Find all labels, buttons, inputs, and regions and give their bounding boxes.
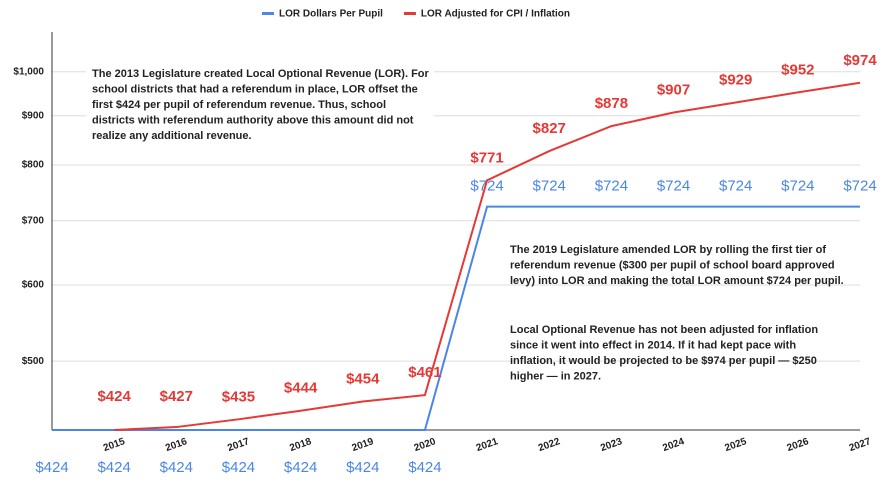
legend-swatch xyxy=(262,12,274,15)
annotation: higher — in 2027. xyxy=(510,370,601,382)
data-label: $771 xyxy=(470,149,503,166)
data-label: $461 xyxy=(408,364,441,381)
data-label: $724 xyxy=(719,178,752,195)
y-tick-label: $600 xyxy=(22,280,45,291)
y-tick-label: $900 xyxy=(22,110,45,121)
x-tick-label: 2021 xyxy=(475,436,500,454)
annotation: The 2019 Legislature amended LOR by roll… xyxy=(510,244,826,256)
legend-label: LOR Adjusted for CPI / Inflation xyxy=(421,9,570,20)
data-label: $424 xyxy=(97,388,131,405)
annotation: first $424 per pupil of referendum reven… xyxy=(92,99,386,111)
data-label: $827 xyxy=(533,120,566,137)
y-tick-label: $1,000 xyxy=(13,66,44,77)
annotation: inflation, it would be projected to be $… xyxy=(510,355,817,367)
x-tick-label: 2023 xyxy=(599,436,624,454)
x-tick-label: 2019 xyxy=(350,436,375,454)
annotation: since it went into effect in 2014. If it… xyxy=(510,339,796,351)
y-tick-label: $700 xyxy=(22,215,45,226)
x-tick-label: 2026 xyxy=(786,436,811,454)
data-label: $424 xyxy=(222,459,255,476)
annotation: levy) into LOR and making the total LOR … xyxy=(510,275,844,287)
data-label: $907 xyxy=(657,82,690,99)
y-tick-label: $500 xyxy=(22,356,45,367)
annotation: referendum revenue ($300 per pupil of sc… xyxy=(510,259,835,271)
legend-label: LOR Dollars Per Pupil xyxy=(279,9,383,20)
x-tick-label: 2024 xyxy=(661,436,686,454)
annotation: realize any additional revenue. xyxy=(92,130,252,142)
annotation: districts with referendum authority abov… xyxy=(92,114,414,126)
data-label: $724 xyxy=(781,178,814,195)
data-label: $724 xyxy=(657,178,690,195)
x-tick-label: 2022 xyxy=(537,436,562,454)
data-label: $435 xyxy=(222,388,255,405)
data-label: $878 xyxy=(595,95,628,112)
annotation-bg xyxy=(86,64,434,148)
data-label: $974 xyxy=(843,52,877,69)
data-label: $424 xyxy=(97,459,130,476)
x-tick-label: 2020 xyxy=(413,436,438,454)
data-label: $724 xyxy=(843,178,876,195)
data-label: $724 xyxy=(595,178,628,195)
series-line xyxy=(114,81,861,431)
data-label: $424 xyxy=(35,459,68,476)
series-line xyxy=(52,205,860,431)
data-label: $724 xyxy=(533,178,566,195)
data-label: $424 xyxy=(408,459,441,476)
data-label: $424 xyxy=(284,459,317,476)
data-label: $424 xyxy=(346,459,379,476)
x-tick-label: 2025 xyxy=(723,436,748,454)
annotation: school districts that had a referendum i… xyxy=(92,83,418,95)
x-tick-label: 2016 xyxy=(164,436,189,454)
data-label: $929 xyxy=(719,72,752,89)
data-label: $444 xyxy=(284,380,318,397)
data-label: $454 xyxy=(346,370,380,387)
x-tick-label: 2017 xyxy=(226,436,251,454)
data-label: $427 xyxy=(160,388,193,405)
data-label: $424 xyxy=(160,459,193,476)
annotation: The 2013 Legislature created Local Optio… xyxy=(92,68,430,80)
x-tick-label: 2015 xyxy=(102,436,127,454)
data-label: $952 xyxy=(781,61,814,78)
data-label: $724 xyxy=(470,178,503,195)
legend-swatch xyxy=(403,12,416,15)
legend: LOR Dollars Per Pupil LOR Adjusted for CP… xyxy=(262,9,570,20)
x-tick-label: 2027 xyxy=(848,436,873,454)
x-tick-label: 2018 xyxy=(288,436,313,454)
y-tick-label: $800 xyxy=(22,160,45,171)
annotation: Local Optional Revenue has not been adju… xyxy=(510,324,818,336)
